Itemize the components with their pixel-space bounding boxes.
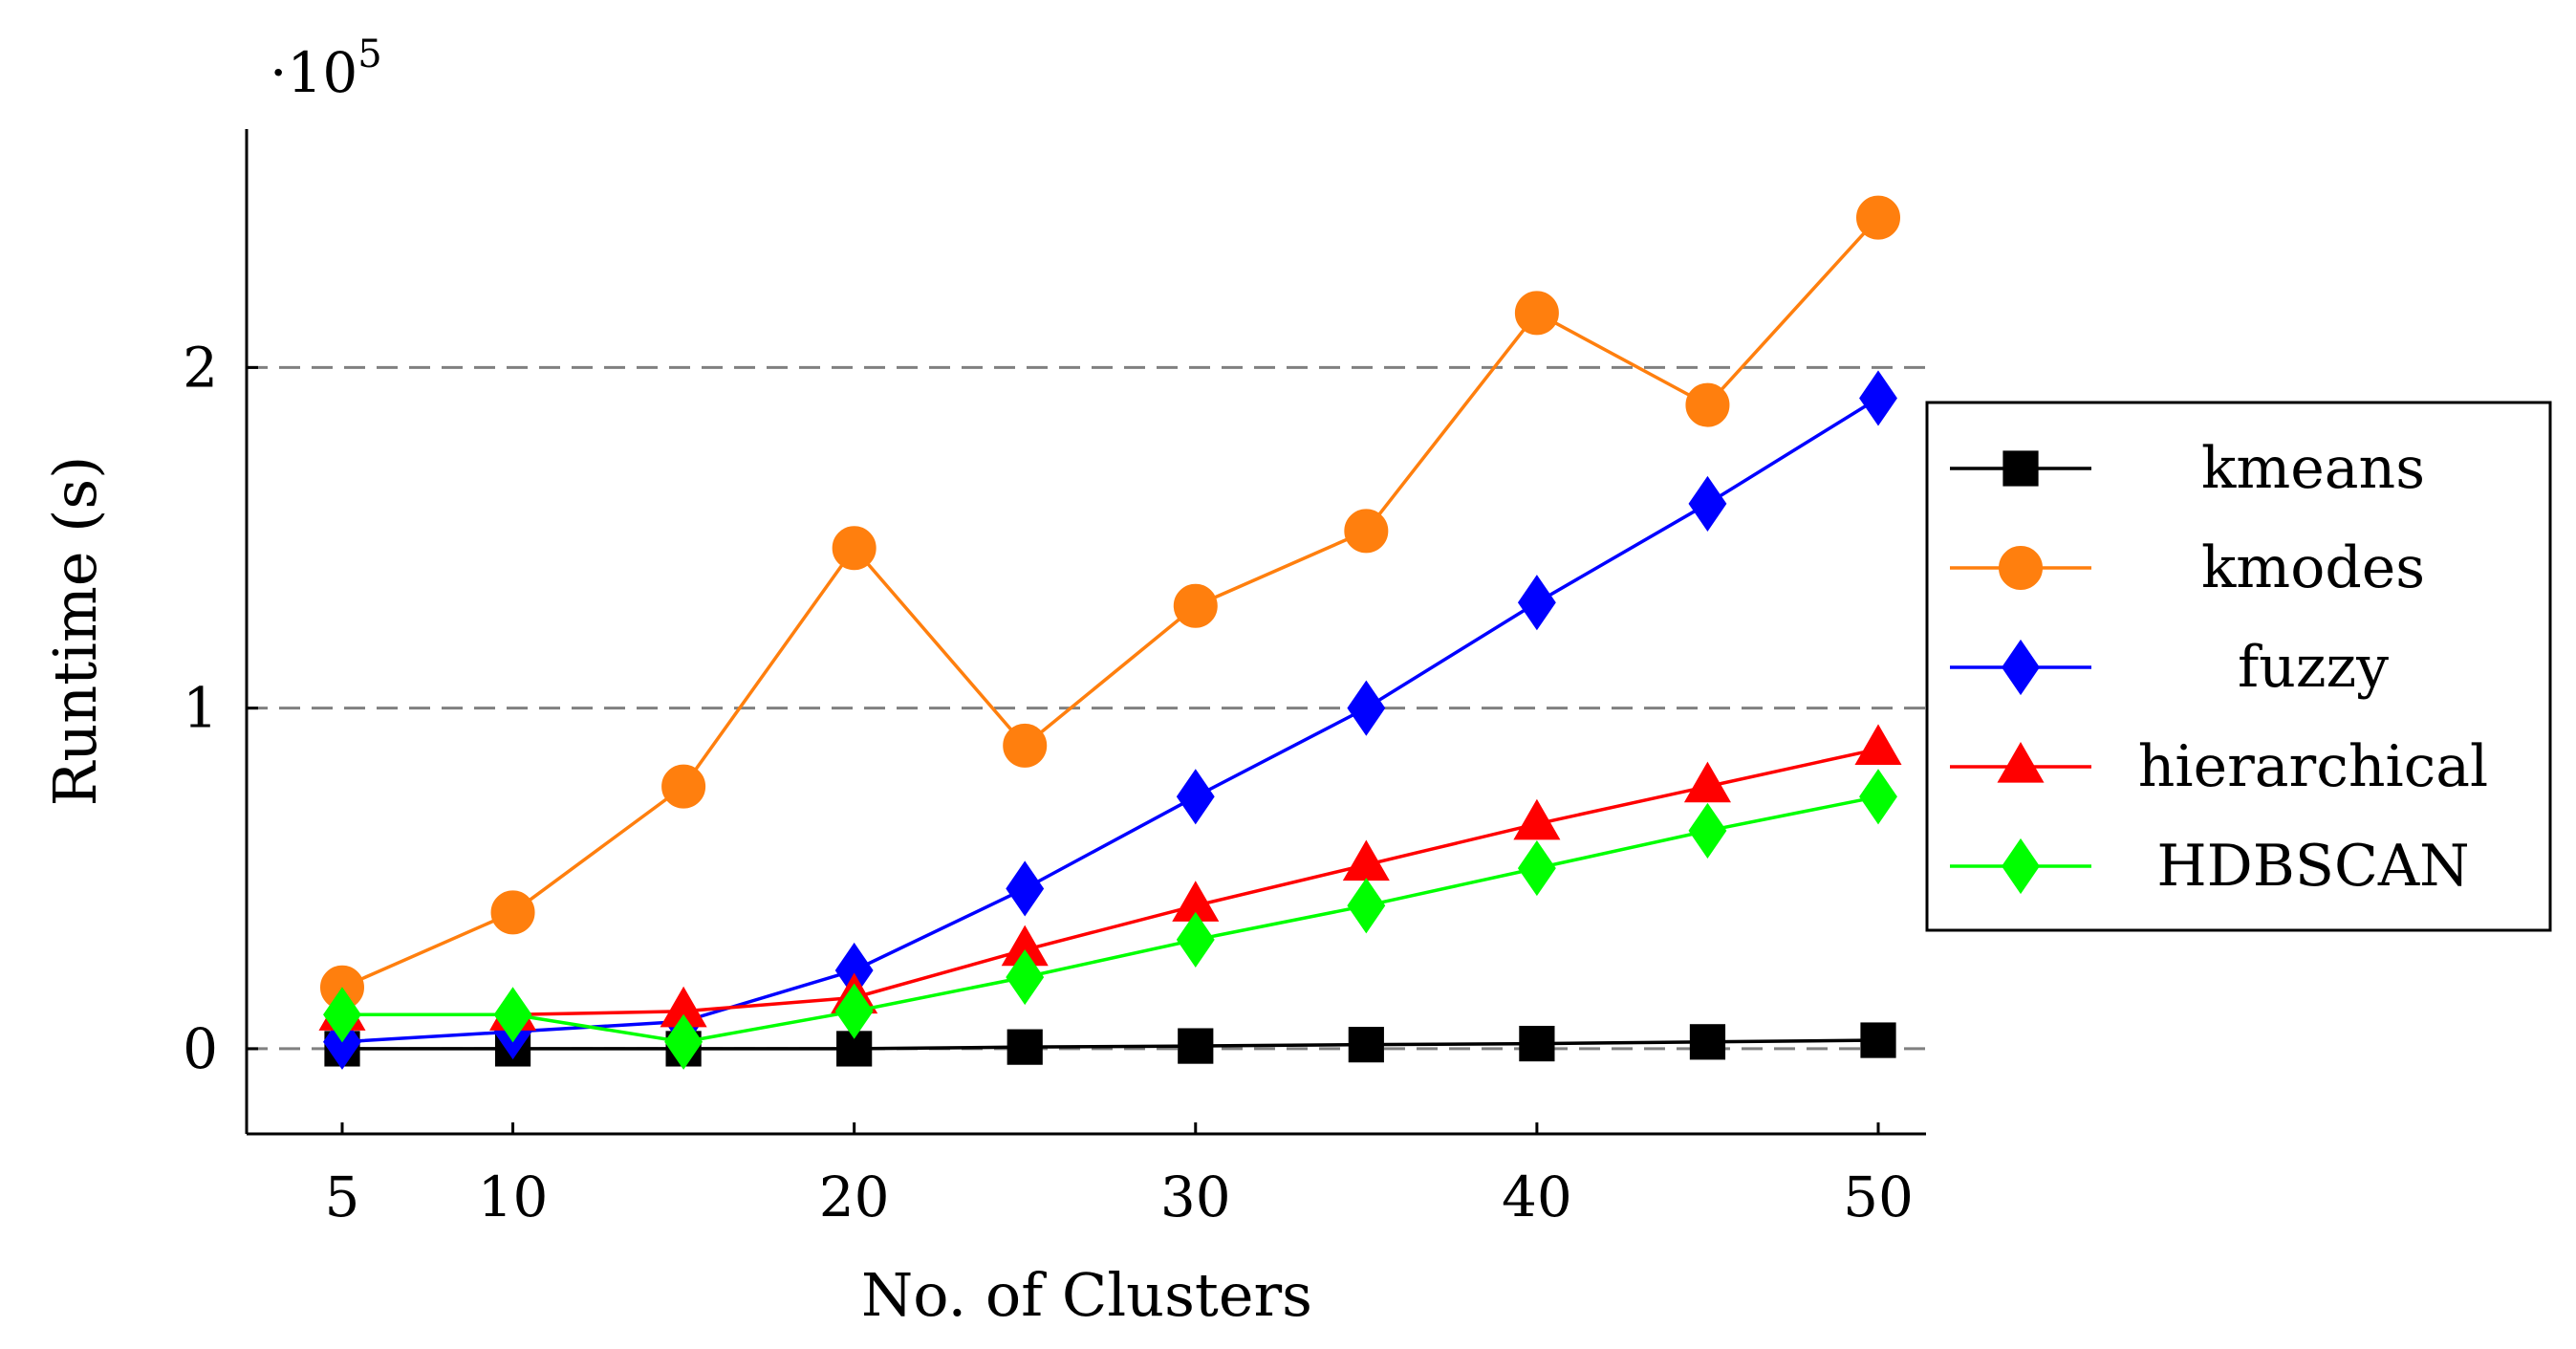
point-hdbscan-20 — [834, 983, 874, 1039]
point-hierarchical-40 — [1513, 798, 1561, 840]
point-kmodes-20 — [832, 526, 877, 571]
point-kmodes-15 — [661, 764, 706, 809]
series-line-fuzzy — [341, 396, 1879, 1044]
legend-item-hdbscan: HDBSCAN — [1950, 833, 2470, 900]
point-kmodes-40 — [1514, 291, 1559, 336]
point-fuzzy-30 — [1176, 769, 1215, 825]
point-fuzzy-25 — [1006, 860, 1045, 917]
legend-label-kmodes: kmodes — [2201, 534, 2425, 601]
y-tick-label-0: 0 — [183, 1016, 218, 1081]
x-tick-label-5: 5 — [325, 1164, 360, 1229]
y-tick-label-1: 1 — [183, 676, 218, 741]
legend-marker-kmeans — [2002, 450, 2039, 487]
point-kmeans-50 — [1860, 1022, 1896, 1058]
point-kmodes-45 — [1685, 382, 1730, 427]
axes — [245, 129, 1926, 1136]
point-hdbscan-50 — [1859, 769, 1897, 825]
legend: kmeans kmodes fuzzy hierarchical HDBSCAN — [1925, 401, 2552, 932]
point-hdbscan-30 — [1176, 911, 1215, 968]
legend-item-hierarchical: hierarchical — [1950, 733, 2488, 800]
legend-marker-hierarchical — [1997, 741, 2045, 783]
legend-item-kmodes: kmodes — [1950, 534, 2425, 601]
grid-lines — [247, 365, 1926, 1051]
x-tick-label-30: 30 — [1160, 1164, 1231, 1229]
point-kmeans-35 — [1348, 1027, 1384, 1063]
point-kmeans-25 — [1007, 1029, 1043, 1065]
series-line-hierarchical — [341, 747, 1879, 1017]
point-fuzzy-45 — [1688, 475, 1727, 532]
legend-item-kmeans: kmeans — [1950, 435, 2425, 502]
y-axis-title: Runtime (s) — [40, 456, 110, 807]
point-kmeans-40 — [1519, 1025, 1555, 1062]
point-kmeans-45 — [1689, 1024, 1726, 1060]
y-multiplier: ·105 — [270, 33, 382, 105]
x-axis-title: No. of Clusters — [861, 1260, 1312, 1330]
point-hierarchical-45 — [1683, 761, 1731, 803]
point-kmodes-25 — [1003, 723, 1048, 768]
point-hdbscan-35 — [1347, 878, 1386, 934]
legend-item-fuzzy: fuzzy — [1950, 634, 2389, 701]
y-tick-label-2: 2 — [183, 335, 218, 400]
x-tick-label-50: 50 — [1843, 1164, 1914, 1229]
point-hdbscan-45 — [1688, 802, 1727, 859]
legend-label-hdbscan: HDBSCAN — [2156, 833, 2469, 900]
x-tick-label-10: 10 — [478, 1164, 549, 1229]
point-hdbscan-5 — [323, 987, 361, 1043]
point-kmodes-10 — [490, 890, 535, 935]
point-kmodes-30 — [1173, 583, 1218, 628]
series-line-kmodes — [341, 216, 1880, 990]
point-fuzzy-35 — [1347, 680, 1386, 736]
point-kmodes-50 — [1856, 195, 1901, 240]
series-line-kmeans — [341, 1038, 1879, 1051]
x-tick-label-20: 20 — [819, 1164, 890, 1229]
legend-label-fuzzy: fuzzy — [2238, 634, 2389, 701]
series-hdbscan — [323, 769, 1897, 1070]
ticks: 0 1 2 5 10 20 30 40 50 — [183, 335, 1914, 1229]
series-line-hdbscan — [341, 794, 1879, 1044]
point-hdbscan-15 — [664, 1013, 704, 1070]
series-group — [318, 195, 1902, 1070]
point-hdbscan-40 — [1517, 840, 1556, 897]
point-kmodes-35 — [1344, 509, 1389, 554]
series-kmodes — [319, 195, 1901, 1010]
point-fuzzy-50 — [1859, 370, 1897, 426]
point-fuzzy-40 — [1517, 575, 1556, 631]
point-hierarchical-50 — [1854, 724, 1902, 766]
legend-marker-hdbscan — [2002, 838, 2040, 895]
legend-label-hierarchical: hierarchical — [2138, 733, 2488, 800]
legend-marker-kmodes — [1999, 546, 2043, 590]
point-kmeans-30 — [1178, 1028, 1214, 1064]
series-fuzzy — [323, 370, 1897, 1070]
point-hdbscan-10 — [493, 987, 532, 1043]
legend-marker-fuzzy — [2002, 639, 2040, 696]
legend-label-kmeans: kmeans — [2201, 435, 2425, 502]
point-hdbscan-25 — [1006, 949, 1045, 1006]
x-tick-label-40: 40 — [1502, 1164, 1572, 1229]
